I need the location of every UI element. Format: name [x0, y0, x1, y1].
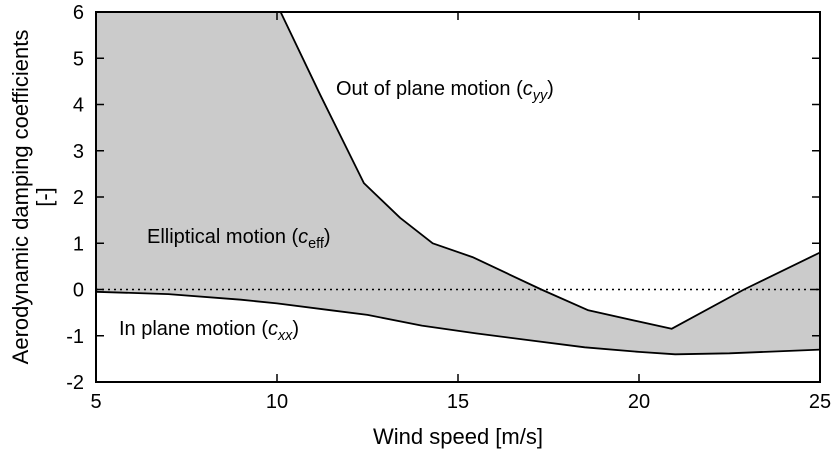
y-axis-label-line1: Aerodynamic damping coefficients	[7, 29, 33, 365]
annotation-text: )	[292, 318, 300, 340]
y-tick-label: 0	[73, 280, 84, 302]
annotation-text: Out of plane motion (	[336, 78, 523, 100]
y-axis-label: Aerodynamic damping coefficients [-]	[7, 0, 57, 437]
y-tick-label: -1	[66, 326, 84, 348]
x-tick-label: 15	[447, 391, 469, 413]
y-axis-label-line2: [-]	[32, 187, 57, 207]
math-subscript: yy	[532, 88, 548, 104]
annotation-text: )	[323, 226, 331, 248]
math-symbol: cyy	[522, 78, 548, 104]
annotation-in-plane: In plane motion (cxx)	[119, 318, 299, 344]
math-symbol: ceff	[298, 226, 324, 252]
x-axis-label: Wind speed [m/s]	[373, 424, 543, 449]
math-subscript: xx	[277, 328, 293, 344]
y-tick-label: -2	[66, 372, 84, 394]
y-tick-label: 5	[73, 48, 84, 70]
y-tick-label: 3	[73, 141, 84, 163]
annotation-text: In plane motion (	[119, 318, 268, 340]
y-tick-label: 2	[73, 187, 84, 209]
curve-out-of-plane	[279, 11, 821, 330]
annotation-text: )	[547, 78, 554, 100]
annotation-out-of-plane: Out of plane motion (cyy)	[336, 78, 554, 104]
y-tick-label: 1	[73, 233, 84, 255]
x-tick-label: 5	[90, 391, 101, 413]
x-tick-label: 10	[266, 391, 288, 413]
annotation-elliptical: Elliptical motion (ceff)	[147, 226, 331, 252]
x-tick-label: 25	[809, 391, 831, 413]
y-tick-label: 6	[73, 2, 84, 24]
y-tick-label: 4	[73, 95, 84, 117]
math-subscript: eff	[308, 236, 324, 252]
curve-in-plane	[95, 290, 821, 356]
x-tick-label: 20	[628, 391, 650, 413]
math-symbol: cxx	[267, 318, 293, 344]
fill-between-region	[96, 12, 820, 355]
annotation-text: Elliptical motion (	[147, 226, 299, 248]
